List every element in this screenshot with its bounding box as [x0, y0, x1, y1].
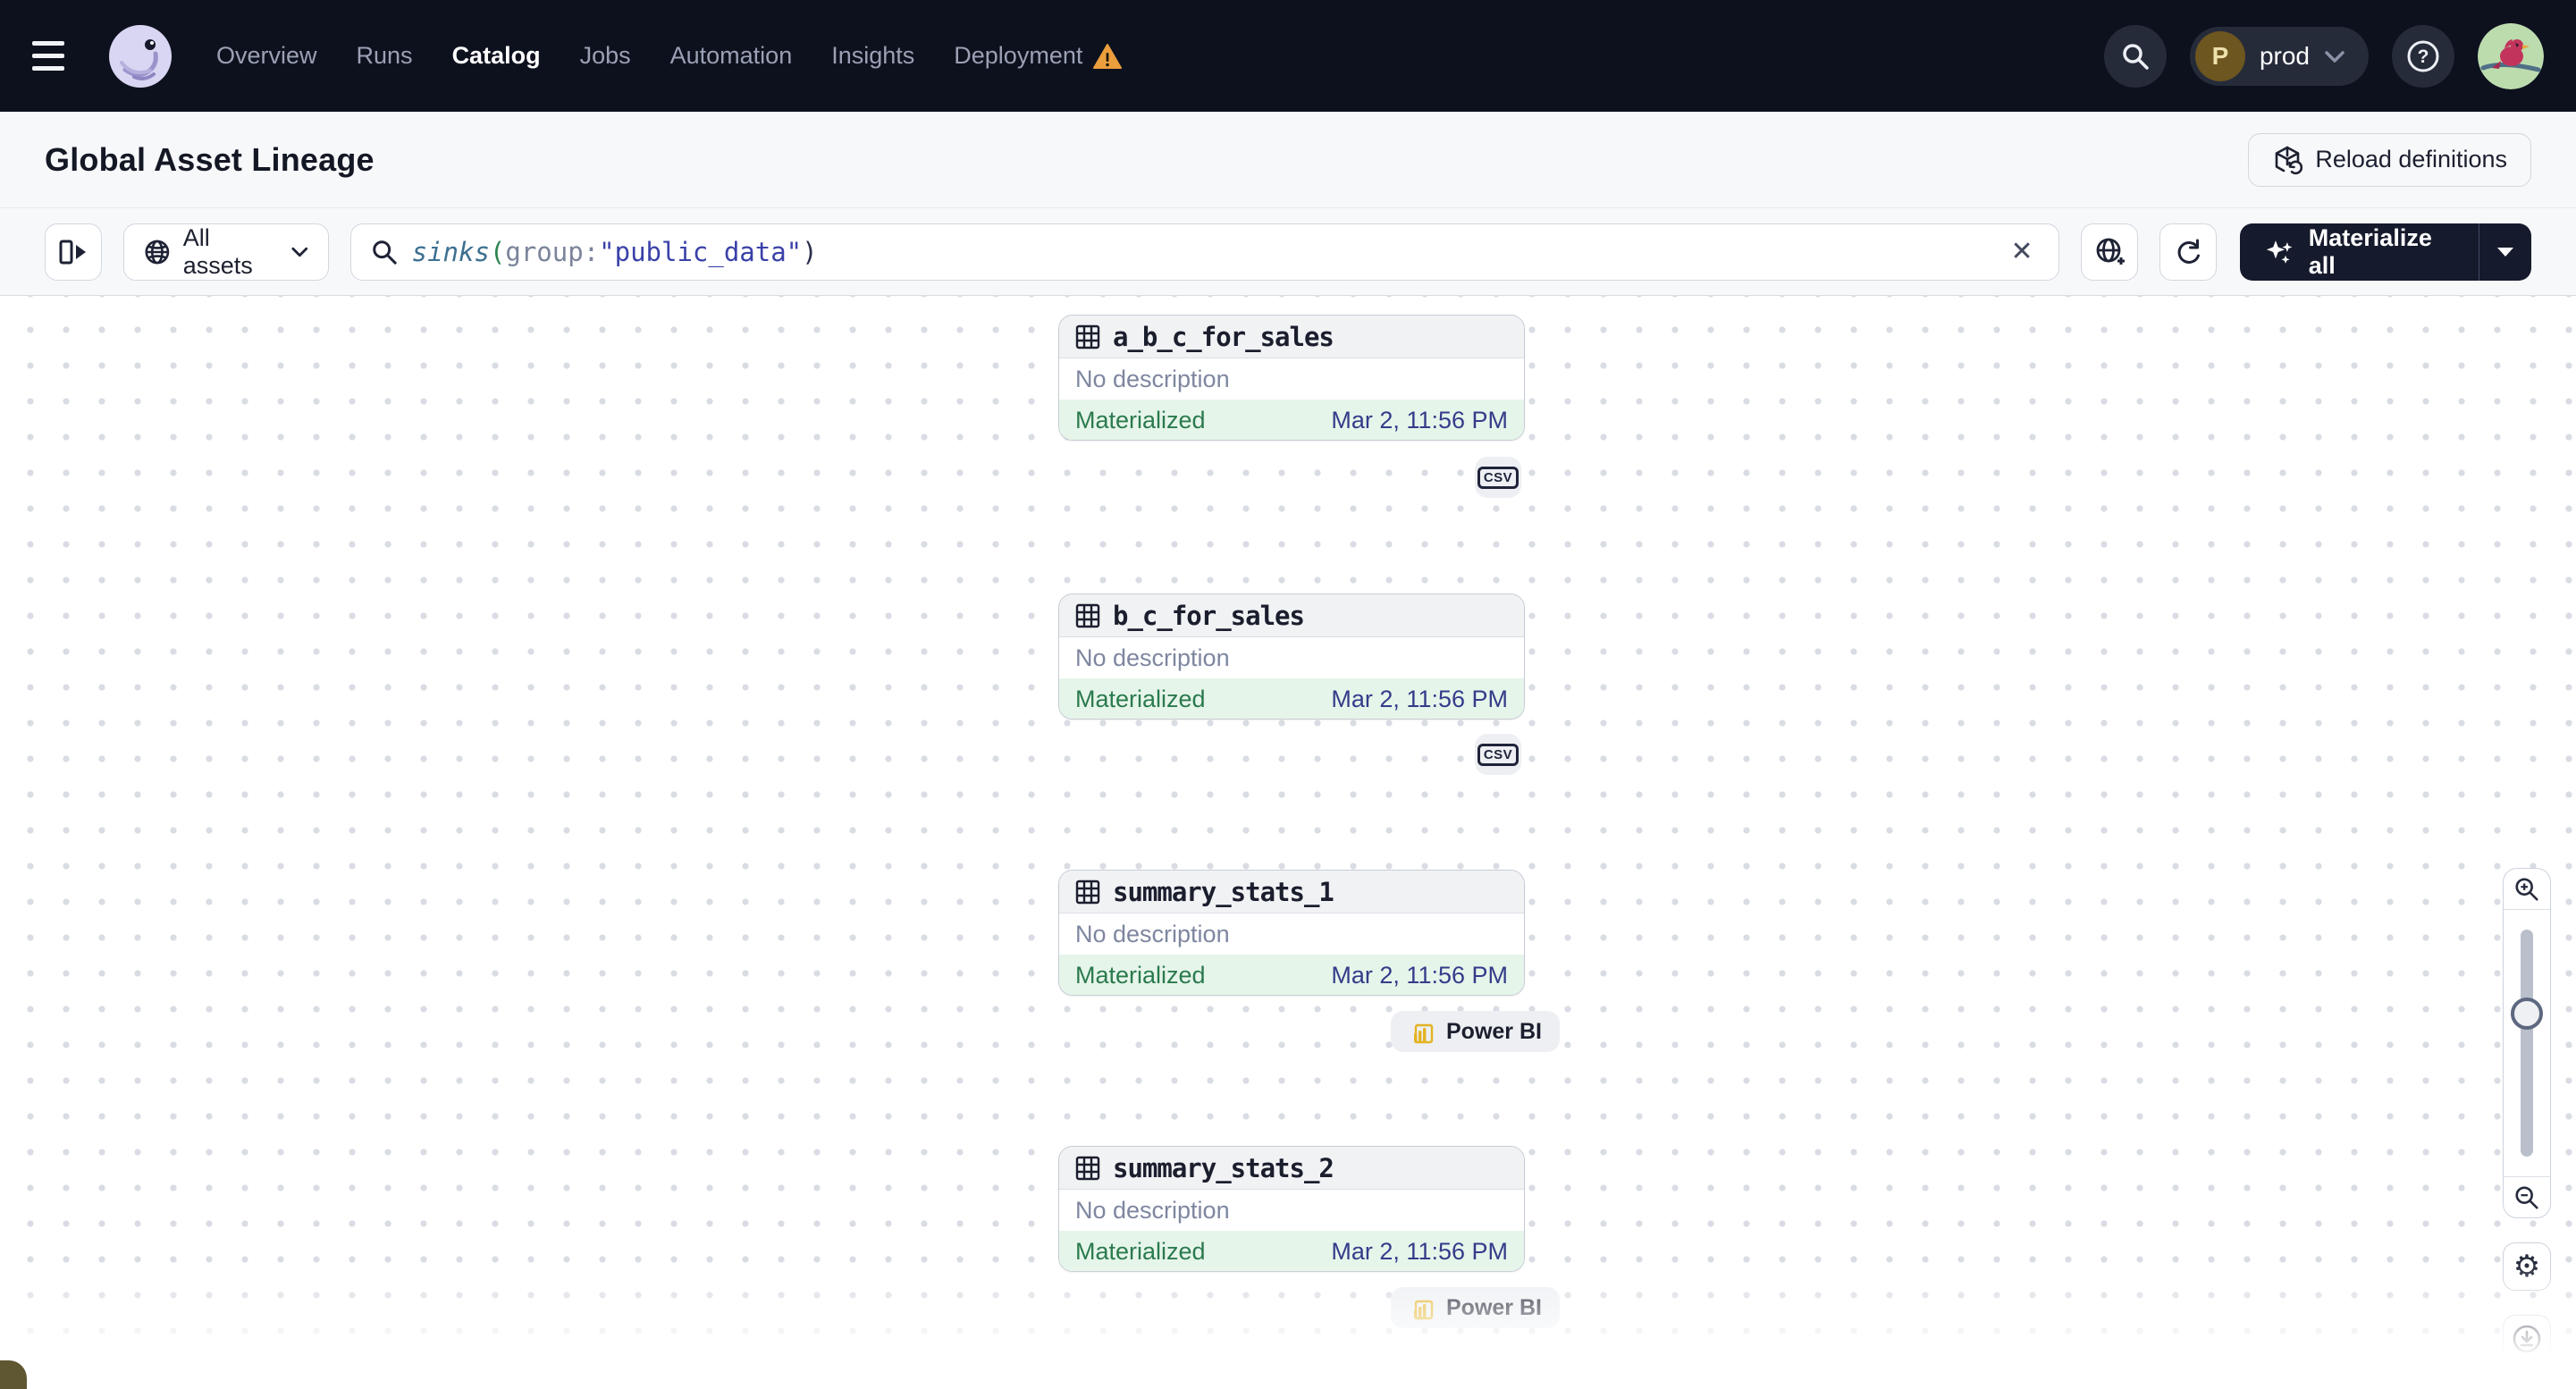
nav-item-runs[interactable]: Runs [356, 42, 413, 69]
table-icon [1075, 603, 1100, 627]
materialized-status-badge: Materialized [1075, 685, 1206, 712]
canvas-bottom-fade [0, 1264, 2576, 1389]
caret-down-icon [2496, 247, 2513, 257]
zoom-slider-thumb[interactable] [2511, 998, 2543, 1030]
powerbi-icon [1414, 1023, 1434, 1044]
csv-icon: CSV [1477, 466, 1520, 489]
chevron-down-icon [291, 247, 308, 257]
asset-selection-input[interactable]: sinks(group:"public_data") ✕ [349, 223, 2059, 281]
asset-name: a_b_c_for_sales [1113, 321, 1334, 352]
asset-node-a-b-c-for-sales[interactable]: a_b_c_for_sales No description Materiali… [1058, 315, 1525, 441]
lineage-graph-canvas[interactable]: a_b_c_for_sales No description Materiali… [0, 295, 2576, 1389]
materialized-timestamp[interactable]: Mar 2, 11:56 PM [1331, 961, 1508, 989]
table-icon [1075, 1156, 1100, 1180]
zoom-out-button[interactable] [2504, 1176, 2550, 1217]
zoom-controls [2503, 868, 2551, 1218]
materialized-timestamp[interactable]: Mar 2, 11:56 PM [1331, 1237, 1508, 1265]
zoom-in-icon [2515, 877, 2538, 901]
svg-text:?: ? [2418, 46, 2429, 67]
reload-definitions-button[interactable]: Reload definitions [2248, 132, 2531, 187]
materialize-all-split-button: Materialize all [2239, 223, 2531, 281]
csv-integration-badge[interactable]: CSV [1475, 734, 1521, 775]
zoom-slider-track[interactable] [2521, 930, 2533, 1157]
dagster-logo[interactable] [107, 23, 173, 89]
asset-description: No description [1075, 365, 1230, 392]
deployment-avatar: P [2194, 30, 2245, 81]
materialized-status-badge: Materialized [1075, 961, 1206, 989]
nav-item-overview[interactable]: Overview [216, 42, 317, 69]
nav-item-jobs[interactable]: Jobs [579, 42, 631, 69]
powerbi-integration-badge[interactable]: Power BI [1391, 1011, 1560, 1052]
materialize-all-button[interactable]: Materialize all [2240, 223, 2479, 281]
asset-description: No description [1075, 920, 1230, 947]
hamburger-menu-icon[interactable] [32, 29, 88, 84]
global-search-button[interactable] [2103, 24, 2167, 88]
page-header: Global Asset Lineage Reload definitions [0, 112, 2576, 208]
clear-search-icon[interactable]: ✕ [2010, 237, 2033, 266]
refresh-button[interactable] [2159, 223, 2217, 281]
page-title: Global Asset Lineage [45, 140, 375, 178]
user-avatar[interactable] [2478, 22, 2544, 89]
materialize-options-button[interactable] [2478, 223, 2531, 281]
nav-item-automation[interactable]: Automation [669, 42, 793, 69]
reload-definitions-icon [2276, 146, 2303, 174]
materialized-status-badge: Materialized [1075, 1237, 1206, 1265]
nav-item-insights[interactable]: Insights [831, 42, 915, 69]
asset-selection-query[interactable]: sinks(group:"public_data") [411, 236, 818, 267]
lineage-toolbar: All assets sinks(group:"public_data") ✕ [0, 208, 2576, 295]
open-panel-icon [59, 240, 86, 264]
asset-node-summary-stats-1[interactable]: summary_stats_1 No description Materiali… [1058, 870, 1525, 996]
materialized-timestamp[interactable]: Mar 2, 11:56 PM [1331, 406, 1508, 434]
globe-plus-icon [2096, 238, 2125, 265]
search-icon [2123, 43, 2149, 70]
asset-name: summary_stats_1 [1113, 876, 1334, 907]
deployment-name: prod [2259, 41, 2310, 70]
sparkles-icon [2266, 240, 2293, 264]
asset-name: summary_stats_2 [1113, 1152, 1334, 1183]
toggle-sidebar-button[interactable] [45, 223, 102, 281]
materialized-status-badge: Materialized [1075, 406, 1206, 434]
top-nav-bar: Overview Runs Catalog Jobs Automation In… [0, 0, 2576, 112]
help-icon: ? [2407, 40, 2439, 72]
refresh-icon [2177, 239, 2200, 264]
deployment-switcher[interactable]: P prod [2189, 26, 2369, 86]
help-button[interactable]: ? [2392, 24, 2454, 88]
materialized-timestamp[interactable]: Mar 2, 11:56 PM [1331, 685, 1508, 712]
csv-integration-badge[interactable]: CSV [1475, 457, 1521, 498]
csv-icon: CSV [1477, 743, 1520, 766]
asset-name: b_c_for_sales [1113, 600, 1305, 631]
asset-description: No description [1075, 1196, 1230, 1224]
chevron-down-icon [2325, 50, 2344, 63]
view-graph-as-groups-button[interactable] [2080, 223, 2138, 281]
primary-nav: Overview Runs Catalog Jobs Automation In… [216, 42, 1123, 70]
nav-item-catalog[interactable]: Catalog [451, 42, 541, 69]
search-icon [372, 240, 397, 265]
nav-item-deployment[interactable]: Deployment [954, 42, 1123, 70]
zoom-in-button[interactable] [2504, 869, 2550, 910]
asset-description: No description [1075, 644, 1230, 671]
asset-node-b-c-for-sales[interactable]: b_c_for_sales No description Materialize… [1058, 593, 1525, 720]
zoom-out-icon [2515, 1185, 2538, 1209]
asset-node-summary-stats-2[interactable]: summary_stats_2 No description Materiali… [1058, 1146, 1525, 1272]
globe-icon [145, 240, 170, 264]
table-icon [1075, 324, 1100, 349]
warning-icon [1093, 43, 1123, 69]
table-icon [1075, 880, 1100, 904]
zoom-slider[interactable] [2504, 910, 2550, 1176]
asset-scope-dropdown[interactable]: All assets [123, 223, 329, 281]
